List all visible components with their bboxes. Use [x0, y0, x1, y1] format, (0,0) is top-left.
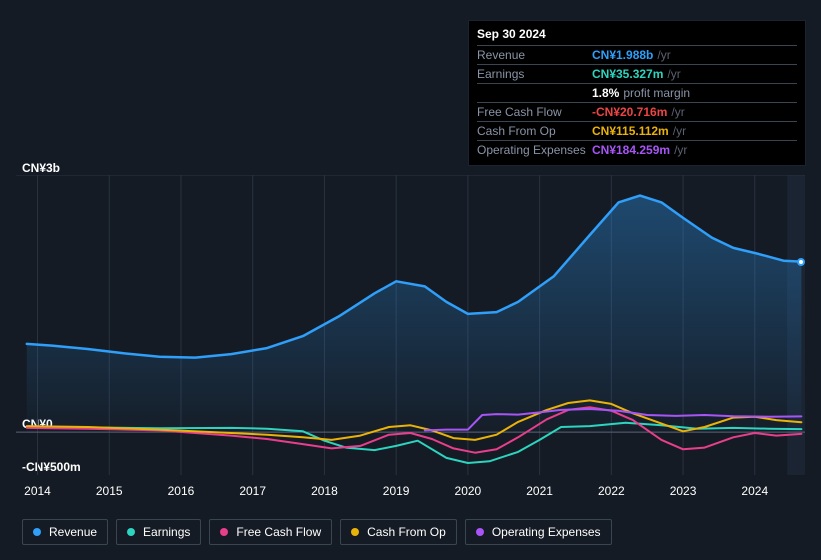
x-axis-label: 2021 — [526, 484, 553, 498]
legend-dot-icon — [127, 528, 135, 536]
legend-item-cash-from-op[interactable]: Cash From Op — [340, 519, 457, 545]
legend-label: Earnings — [143, 525, 190, 539]
card-date: Sep 30 2024 — [477, 27, 797, 45]
legend-dot-icon — [476, 528, 484, 536]
card-row-label: Revenue — [477, 48, 592, 62]
legend-item-earnings[interactable]: Earnings — [116, 519, 201, 545]
card-row: Cash From OpCN¥115.112m/yr — [477, 121, 797, 140]
card-row-label: Free Cash Flow — [477, 105, 592, 119]
card-row-label: Earnings — [477, 67, 592, 81]
x-axis: 2014 2015 2016 2017 2018 2019 2020 2021 2022 2023… — [16, 484, 805, 500]
x-axis-label: 2014 — [24, 484, 51, 498]
x-axis-label: 2017 — [239, 484, 266, 498]
card-row-unit: /yr — [671, 105, 684, 119]
card-row-unit: /yr — [657, 48, 670, 62]
legend: Revenue Earnings Free Cash Flow Cash From O… — [22, 519, 612, 545]
legend-label: Cash From Op — [367, 525, 446, 539]
card-row: 1.8% profit margin — [477, 83, 797, 102]
card-row-label: Operating Expenses — [477, 143, 592, 157]
legend-item-free-cash-flow[interactable]: Free Cash Flow — [209, 519, 332, 545]
card-row-unit: /yr — [673, 124, 686, 138]
card-row-unit: /yr — [667, 67, 680, 81]
legend-dot-icon — [351, 528, 359, 536]
legend-dot-icon — [33, 528, 41, 536]
legend-item-revenue[interactable]: Revenue — [22, 519, 108, 545]
x-axis-label: 2023 — [670, 484, 697, 498]
root: Sep 30 2024 RevenueCN¥1.988b/yrEarningsC… — [0, 0, 821, 560]
x-axis-label: 2016 — [168, 484, 195, 498]
card-row-value: 1.8% — [592, 86, 619, 100]
x-axis-label: 2020 — [455, 484, 482, 498]
card-row-unit: /yr — [674, 143, 687, 157]
x-axis-label: 2019 — [383, 484, 410, 498]
endpoint-marker — [797, 258, 805, 266]
card-row-value: CN¥1.988b — [592, 48, 653, 62]
card-row-value: -CN¥20.716m — [592, 105, 667, 119]
legend-label: Free Cash Flow — [236, 525, 321, 539]
card-row-value: CN¥184.259m — [592, 143, 670, 157]
chart — [16, 175, 805, 478]
x-axis-label: 2024 — [741, 484, 768, 498]
legend-label: Operating Expenses — [492, 525, 601, 539]
data-card: Sep 30 2024 RevenueCN¥1.988b/yrEarningsC… — [468, 20, 806, 166]
card-row: Free Cash Flow-CN¥20.716m/yr — [477, 102, 797, 121]
x-axis-label: 2022 — [598, 484, 625, 498]
x-axis-label: 2015 — [96, 484, 123, 498]
x-axis-label: 2018 — [311, 484, 338, 498]
card-row-value: CN¥35.327m — [592, 67, 663, 81]
card-row-value: CN¥115.112m — [592, 124, 669, 138]
card-row: EarningsCN¥35.327m/yr — [477, 64, 797, 83]
card-row-label: Cash From Op — [477, 124, 592, 138]
card-row: Operating ExpensesCN¥184.259m/yr — [477, 140, 797, 159]
card-row-extra: profit margin — [623, 86, 690, 100]
y-axis-label: CN¥3b — [22, 161, 60, 175]
legend-label: Revenue — [49, 525, 97, 539]
legend-dot-icon — [220, 528, 228, 536]
legend-item-operating-expenses[interactable]: Operating Expenses — [465, 519, 612, 545]
card-row: RevenueCN¥1.988b/yr — [477, 45, 797, 64]
